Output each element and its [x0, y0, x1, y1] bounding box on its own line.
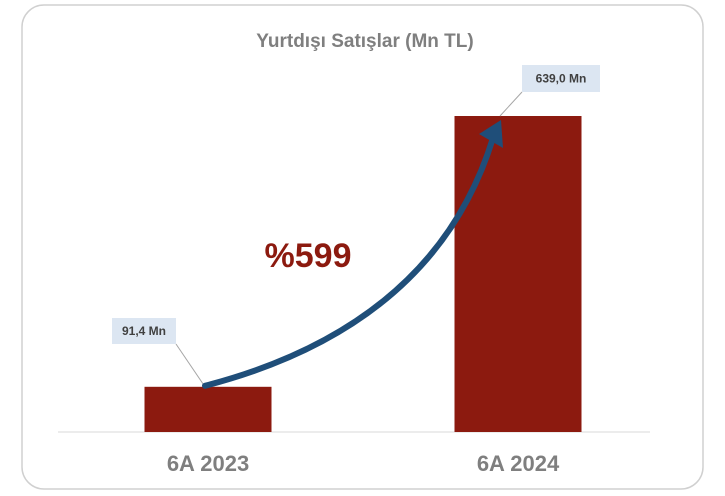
arrow-head: [479, 120, 503, 148]
growth-annotation: %599: [265, 237, 352, 275]
bar: [144, 386, 272, 432]
leader-line: [499, 91, 523, 117]
panel: [21, 4, 704, 490]
leader-line: [175, 343, 206, 388]
value-label: 639,0 Mn: [536, 72, 587, 86]
chart-title: Yurtdışı Satışlar (Mn TL): [256, 31, 473, 52]
value-label: 91,4 Mn: [122, 324, 166, 338]
growth-arrow: [202, 135, 496, 389]
x-tick-label: 6A 2024: [477, 451, 560, 476]
bar: [454, 116, 582, 432]
x-tick-label: 6A 2023: [167, 451, 249, 476]
value-label-box: [112, 318, 176, 344]
value-label-box: [522, 65, 600, 92]
